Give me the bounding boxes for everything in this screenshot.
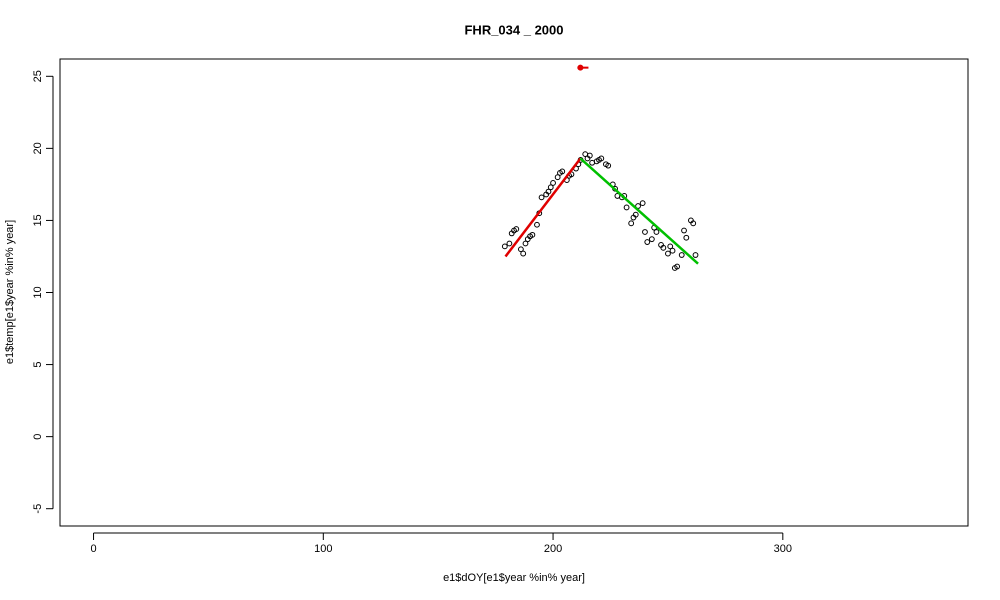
point: [550, 180, 556, 186]
point: [665, 250, 671, 257]
point: [545, 188, 552, 195]
y-tick-label: 0: [32, 434, 44, 440]
x-tick-label: 300: [774, 543, 792, 555]
point: [639, 200, 646, 207]
point: [534, 221, 540, 228]
point: [644, 239, 651, 245]
y-tick-label: 5: [32, 362, 44, 368]
point: [632, 211, 639, 218]
x-tick-label: 200: [544, 543, 562, 555]
point: [642, 229, 648, 235]
fit-line: [579, 157, 699, 265]
point: [589, 159, 596, 166]
point: [598, 155, 605, 162]
point: [501, 243, 508, 250]
point: [513, 226, 520, 232]
point: [648, 236, 655, 243]
point: [628, 220, 635, 227]
y-tick-label: 15: [32, 214, 44, 226]
y-tick-label: -5: [32, 504, 44, 514]
point: [605, 162, 612, 169]
x-tick-label: 0: [90, 543, 96, 555]
point: [623, 204, 630, 211]
point: [554, 174, 561, 181]
interval-point: [577, 64, 584, 71]
point: [522, 240, 529, 247]
point: [517, 246, 524, 253]
point: [683, 234, 690, 241]
point: [669, 247, 676, 254]
point: [538, 194, 545, 201]
point: [559, 168, 566, 175]
point: [678, 252, 685, 258]
point: [520, 250, 527, 257]
fit-line: [504, 157, 582, 258]
point: [681, 227, 687, 234]
point: [692, 252, 699, 258]
plot-frame: [59, 58, 969, 527]
y-tick-label: 20: [32, 142, 44, 154]
chart-title: FHR_034 _ 2000: [464, 22, 563, 37]
y-tick-label: 25: [32, 70, 44, 82]
x-axis-label: e1$dOY[e1$year %in% year]: [443, 572, 585, 584]
point: [529, 231, 536, 238]
x-tick-label: 100: [314, 543, 332, 555]
point: [674, 263, 681, 270]
point: [547, 184, 554, 191]
y-axis-label: e1$temp[e1$year %in% year]: [4, 220, 16, 364]
point: [506, 240, 513, 247]
point: [586, 152, 593, 159]
point: [660, 244, 667, 251]
point: [667, 243, 674, 250]
point: [653, 229, 660, 235]
point: [690, 220, 697, 227]
y-tick-label: 10: [32, 286, 44, 298]
